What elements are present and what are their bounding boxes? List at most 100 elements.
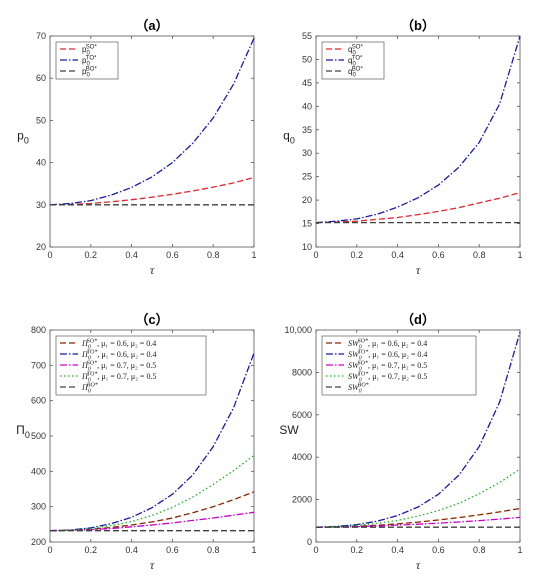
- x-tick-label: 0.4: [391, 250, 404, 260]
- legend-sub: 0: [88, 345, 91, 351]
- legend-sup: BO*: [86, 67, 98, 73]
- legend-entry: Π0TO*, μ₁ = 0.6, μ₂ = 0.4: [81, 350, 157, 362]
- legend-sup: SO*: [352, 45, 364, 51]
- legend-sup: TO*: [87, 350, 98, 356]
- legend-sup: TO*: [86, 56, 97, 62]
- legend-entry: SW0SO*, μ₁ = 0.6, μ₂ = 0.4: [348, 339, 427, 351]
- legend-entry: Π0BO*: [81, 383, 98, 395]
- legend-name: q: [348, 56, 352, 65]
- legend-sup: TO*: [358, 350, 369, 356]
- y-axis-label-sub: 0: [24, 136, 29, 146]
- legend-sub: 0: [86, 73, 90, 79]
- legend-name: SW: [348, 361, 360, 370]
- legend-sup: SO*: [87, 361, 97, 367]
- legend-params: , μ₁ = 0.7, μ₂ = 0.5: [97, 361, 156, 370]
- legend-name: p: [82, 67, 87, 76]
- x-tick-label: 0.8: [207, 250, 220, 260]
- y-tick-label: 300: [31, 502, 46, 512]
- legend-entry: q0SO*: [348, 45, 363, 57]
- series-line-2: [49, 37, 255, 206]
- legend-box: [321, 335, 477, 396]
- x-tick-label: 0.4: [391, 545, 404, 555]
- x-tick-label: 0.6: [432, 545, 445, 555]
- legend-box: [55, 335, 207, 396]
- subplot-b: （b）0 0.2 0.4 0.6 0.8 110152025303540455055τq0…: [283, 18, 522, 277]
- y-axis-label-sub: 0: [25, 430, 30, 440]
- legend-sup: SO*: [87, 339, 97, 345]
- y-tick-label: 20: [36, 242, 46, 252]
- y-tick-label: 15: [302, 219, 312, 229]
- y-tick-label: 40: [302, 101, 312, 111]
- y-tick-label: 30: [36, 200, 46, 210]
- legend-entry: Π0TO*, μ₁ = 0.7, μ₂ = 0.5: [81, 372, 157, 384]
- legend-sub: 0: [352, 73, 356, 79]
- series-line-2: [49, 352, 255, 532]
- legend-sub: 0: [88, 378, 91, 384]
- legend-entry: Π0SO*, μ₁ = 0.6, μ₂ = 0.4: [81, 339, 156, 351]
- legend-params: , μ₁ = 0.7, μ₂ = 0.5: [97, 372, 156, 381]
- y-axis-label: SW: [279, 423, 299, 437]
- y-tick-label: 30: [302, 148, 312, 158]
- subplot-d: （d） 0 0.2 0.4 0.6 0.8 1 0 2000 4000 6000 8000 10,000…: [279, 312, 522, 572]
- legend-params: , μ₁ = 0.6, μ₂ = 0.4: [368, 350, 427, 359]
- legend-name: SW: [348, 383, 360, 392]
- series-line-2: [315, 331, 521, 528]
- x-tick-label: 1: [251, 250, 256, 260]
- legend-entry: SW0TO*, μ₁ = 0.6, μ₂ = 0.4: [348, 350, 427, 362]
- series-line-1: [315, 507, 521, 528]
- legend-name: q: [348, 45, 352, 54]
- x-tick-label: 0.6: [432, 250, 445, 260]
- y-axis-label: q0: [283, 129, 295, 146]
- x-tick-label: 0.6: [166, 545, 179, 555]
- x-tick-label: 0.6: [166, 250, 179, 260]
- plot-title: （c）: [135, 312, 168, 327]
- legend-sup: TO*: [358, 372, 369, 378]
- series-line-1: [49, 491, 255, 532]
- legend-name: SW: [348, 372, 360, 381]
- series-line-4: [49, 454, 255, 532]
- y-tick-label: 40: [36, 158, 46, 168]
- y-tick-label: 6000: [292, 410, 312, 420]
- legend-name: SW: [348, 339, 360, 348]
- legend-entry: p0TO*: [82, 56, 97, 68]
- y-tick-label: 70: [36, 31, 46, 41]
- legend-name: Π: [81, 383, 89, 392]
- y-tick-label: 55: [302, 31, 312, 41]
- y-tick-label: 8000: [292, 367, 312, 377]
- legend-sub: 0: [359, 378, 362, 384]
- legend-entry: p0BO*: [82, 67, 97, 79]
- x-tick-label: 0: [47, 545, 52, 555]
- legend-sub: 0: [86, 51, 90, 57]
- y-tick-label: 400: [31, 466, 46, 476]
- legend-sup: BO*: [358, 383, 369, 389]
- legend-entry: q0TO*: [348, 56, 363, 68]
- legend-params: , μ₁ = 0.7, μ₂ = 0.5: [368, 361, 427, 370]
- y-tick-label: 0: [307, 537, 312, 547]
- plot-title: （a）: [135, 18, 168, 33]
- x-tick-label: 0.2: [85, 250, 98, 260]
- series-line-3: [49, 511, 255, 532]
- legend-sub: 0: [88, 367, 91, 373]
- y-tick-label: 10: [302, 242, 312, 252]
- x-axis-label: τ: [416, 558, 421, 572]
- x-tick-label: 1: [517, 250, 522, 260]
- y-tick-label: 600: [31, 396, 46, 406]
- y-axis-label: p0: [17, 129, 29, 146]
- legend-sup: SO*: [358, 361, 368, 367]
- y-axis-label: Π0: [16, 423, 30, 440]
- legend-sub: 0: [352, 62, 356, 68]
- legend-entry: SW0SO*, μ₁ = 0.7, μ₂ = 0.5: [348, 361, 427, 373]
- y-tick-label: 60: [36, 73, 46, 83]
- y-tick-label: 50: [36, 115, 46, 125]
- legend-params: , μ₁ = 0.6, μ₂ = 0.4: [97, 350, 156, 359]
- subplot-a: （a）0 0.2 0.4 0.6 0.8 1203040506070τp0p0SO*p0T…: [17, 18, 256, 277]
- legend-sub: 0: [352, 51, 356, 57]
- legend-params: , μ₁ = 0.6, μ₂ = 0.4: [368, 339, 427, 348]
- x-tick-label: 0.4: [125, 545, 138, 555]
- x-tick-label: 0: [313, 545, 318, 555]
- subplot-c: （c） 0 0.2 0.4 0.6 0.8 1 200 300 400 500 600 700 800 τ Π…: [16, 312, 256, 572]
- x-tick-label: 0.2: [351, 545, 364, 555]
- x-tick-label: 0.4: [125, 250, 138, 260]
- plot-title: （b）: [401, 18, 435, 33]
